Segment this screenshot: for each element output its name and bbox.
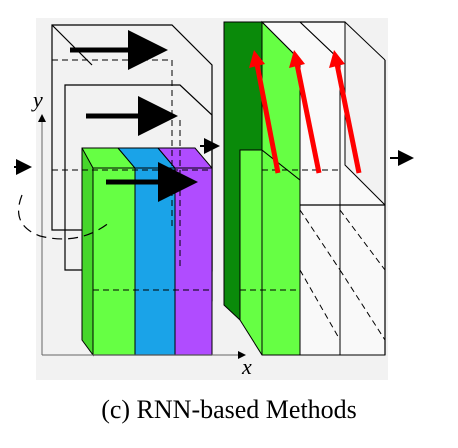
green-slab-right: [240, 150, 300, 355]
y-axis-label: y: [31, 87, 43, 112]
x-axis-label: x: [241, 354, 252, 379]
figure-caption: (c) RNN-based Methods: [0, 392, 458, 428]
